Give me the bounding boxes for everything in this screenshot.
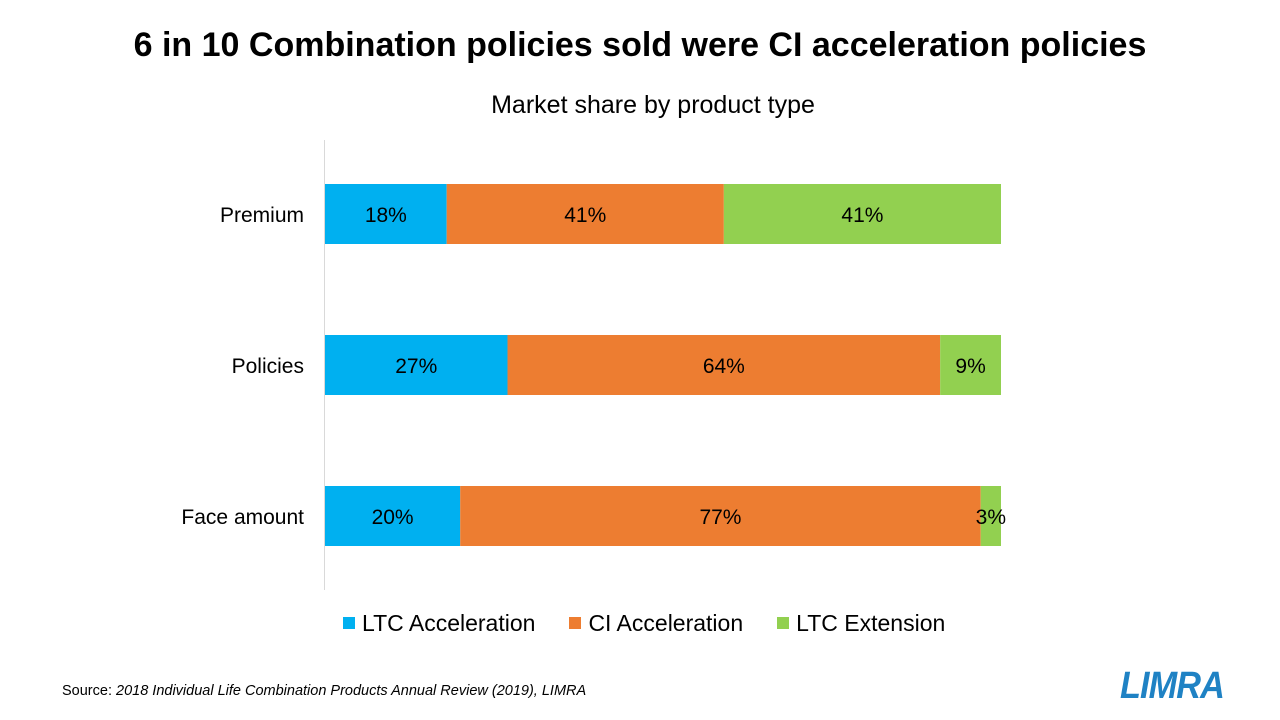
category-label-policies: Policies — [232, 355, 304, 378]
legend-label-ltc-extension: LTC Extension — [796, 609, 946, 636]
bar-ci-acceleration-face-amount — [460, 486, 981, 546]
bar-ltc-extension-policies — [940, 335, 1001, 395]
legend-item-ltc-extension: LTC Extension — [777, 610, 945, 637]
limra-logo-text: LIMRA — [1120, 665, 1224, 704]
limra-logo: LIMRA — [1120, 665, 1225, 704]
data-label-ci-acceleration-premium: 41% — [564, 204, 606, 227]
legend-item-ltc-acceleration: LTC Acceleration — [343, 610, 535, 637]
legend-label-ci-acceleration: CI Acceleration — [588, 609, 744, 636]
source-prefix: Source: — [62, 683, 116, 699]
bar-ltc-extension-face-amount — [980, 486, 1001, 546]
data-label-ltc-extension-premium: 41% — [841, 204, 883, 227]
bar-ltc-acceleration-face-amount — [325, 486, 461, 546]
data-label-ci-acceleration-face-amount: 77% — [699, 506, 741, 529]
chart-title: Market share by product type — [491, 91, 815, 119]
source-citation: 2018 Individual Life Combination Product… — [116, 683, 587, 699]
bar-ci-acceleration-policies — [507, 335, 941, 395]
legend-swatch-ltc-extension — [777, 617, 790, 629]
slide-headline: 6 in 10 Combination policies sold were C… — [133, 26, 1147, 64]
bars-layer — [325, 184, 1001, 546]
legend-swatch-ci-acceleration — [569, 617, 582, 629]
bar-ltc-acceleration-policies — [325, 335, 508, 395]
data-labels-layer: 18% 41% 41% 27% 64% 9% 20% 77% 3% — [365, 204, 1006, 529]
data-label-ltc-extension-policies: 9% — [955, 355, 985, 378]
legend-swatch-ltc-acceleration — [343, 617, 355, 629]
bar-ltc-acceleration-premium — [325, 184, 447, 244]
category-label-premium: Premium — [220, 204, 304, 227]
bar-ltc-extension-premium — [723, 184, 1001, 244]
legend-label-ltc-acceleration: LTC Acceleration — [362, 609, 536, 636]
bar-ci-acceleration-premium — [446, 184, 724, 244]
data-label-ltc-acceleration-premium: 18% — [365, 204, 407, 227]
category-label-face-amount: Face amount — [181, 506, 304, 529]
legend-item-ci-acceleration: CI Acceleration — [569, 610, 743, 637]
category-labels-layer: Premium Policies Face amount — [181, 204, 304, 529]
data-label-ltc-acceleration-policies: 27% — [395, 355, 437, 378]
stacked-bar-chart: 18% 41% 41% 27% 64% 9% 20% 77% 3% Premium Policie… — [181, 140, 1006, 590]
source-note: Source: 2018 Individual Life Combination… — [62, 683, 586, 699]
data-label-ltc-acceleration-face-amount: 20% — [372, 506, 414, 529]
chart-legend: LTC Acceleration CI Acceleration LTC Exten… — [343, 609, 979, 637]
data-label-ltc-extension-face-amount: 3% — [976, 506, 1006, 529]
data-label-ci-acceleration-policies: 64% — [703, 355, 745, 378]
